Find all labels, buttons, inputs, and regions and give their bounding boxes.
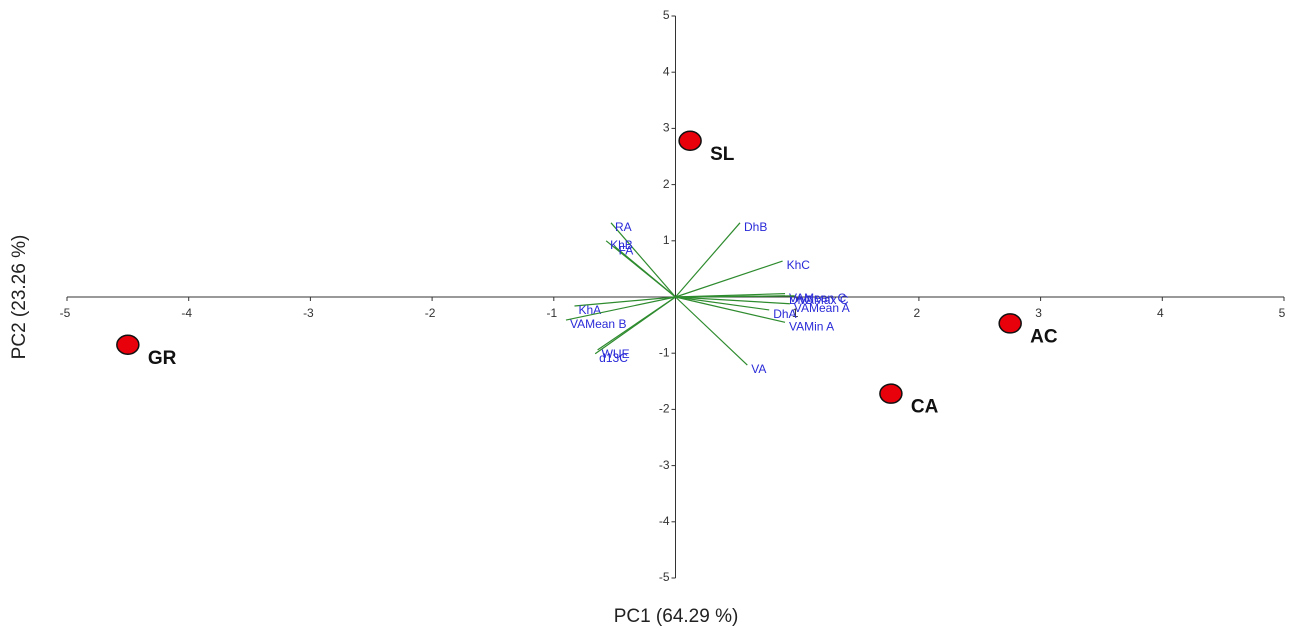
x-tick-label: 2 [914, 306, 921, 320]
x-tick-label: -3 [303, 306, 314, 320]
loading-vector [675, 296, 790, 305]
point-label: SL [710, 144, 735, 165]
x-tick-label: -1 [546, 306, 557, 320]
loading-label: DhB [744, 220, 767, 234]
point-label: AC [1030, 326, 1058, 347]
loading-vector [675, 260, 783, 298]
y-tick-label: -4 [659, 514, 670, 528]
loading-vector [614, 245, 676, 298]
y-tick-label: 1 [663, 233, 670, 247]
x-tick-label: -2 [425, 306, 436, 320]
loading-label: KhB [610, 238, 633, 252]
loading-vector [597, 296, 676, 351]
loading-vector [675, 222, 741, 298]
y-tick-label: -2 [659, 402, 670, 416]
x-tick-label: -4 [181, 306, 192, 320]
point-label: GR [148, 348, 177, 369]
loading-label: RA [615, 220, 632, 234]
y-tick-label: 3 [663, 121, 670, 135]
loading-vector [675, 296, 786, 323]
loading-label: WUE [602, 347, 630, 361]
loading-label: VAMin A [789, 319, 834, 333]
loading-label: DhA [773, 307, 796, 321]
score-point [998, 313, 1022, 334]
loading-label: VAMean A [794, 301, 850, 315]
loading-label: VA [751, 362, 766, 376]
loading-label: VAMean C [789, 291, 846, 305]
y-tick-label: 4 [663, 64, 670, 78]
x-axis-title: PC1 (64.29 %) [614, 606, 739, 627]
loading-label: VAMax C [799, 293, 849, 307]
y-tick-label: -3 [659, 458, 670, 472]
y-tick-label: -5 [659, 570, 670, 584]
score-point [879, 383, 903, 404]
score-point [116, 334, 140, 356]
loading-label: KhC [787, 258, 811, 272]
loading-vector [565, 296, 676, 321]
loading-vector [675, 296, 748, 366]
x-tick-label: -5 [60, 306, 71, 320]
loading-vector [610, 222, 676, 298]
loading-label: VAMean B [570, 317, 626, 331]
point-label: CA [911, 397, 939, 418]
y-tick-label: 5 [663, 8, 670, 22]
loading-label: DhC [789, 293, 813, 307]
loading-label: FA [619, 244, 634, 258]
y-tick-label: 2 [663, 177, 670, 191]
loading-label: d13C [599, 351, 628, 365]
x-tick-label: 1 [792, 306, 799, 320]
loading-vector [675, 296, 770, 311]
x-tick-label: 4 [1157, 306, 1164, 320]
score-point [678, 130, 702, 152]
y-tick-label: -1 [659, 345, 670, 359]
loading-vector [675, 295, 795, 298]
x-tick-label: 3 [1035, 306, 1042, 320]
y-axis-title: PC2 (23.26 %) [9, 235, 30, 360]
x-tick-label: 5 [1279, 306, 1286, 320]
loading-vector [574, 296, 676, 307]
